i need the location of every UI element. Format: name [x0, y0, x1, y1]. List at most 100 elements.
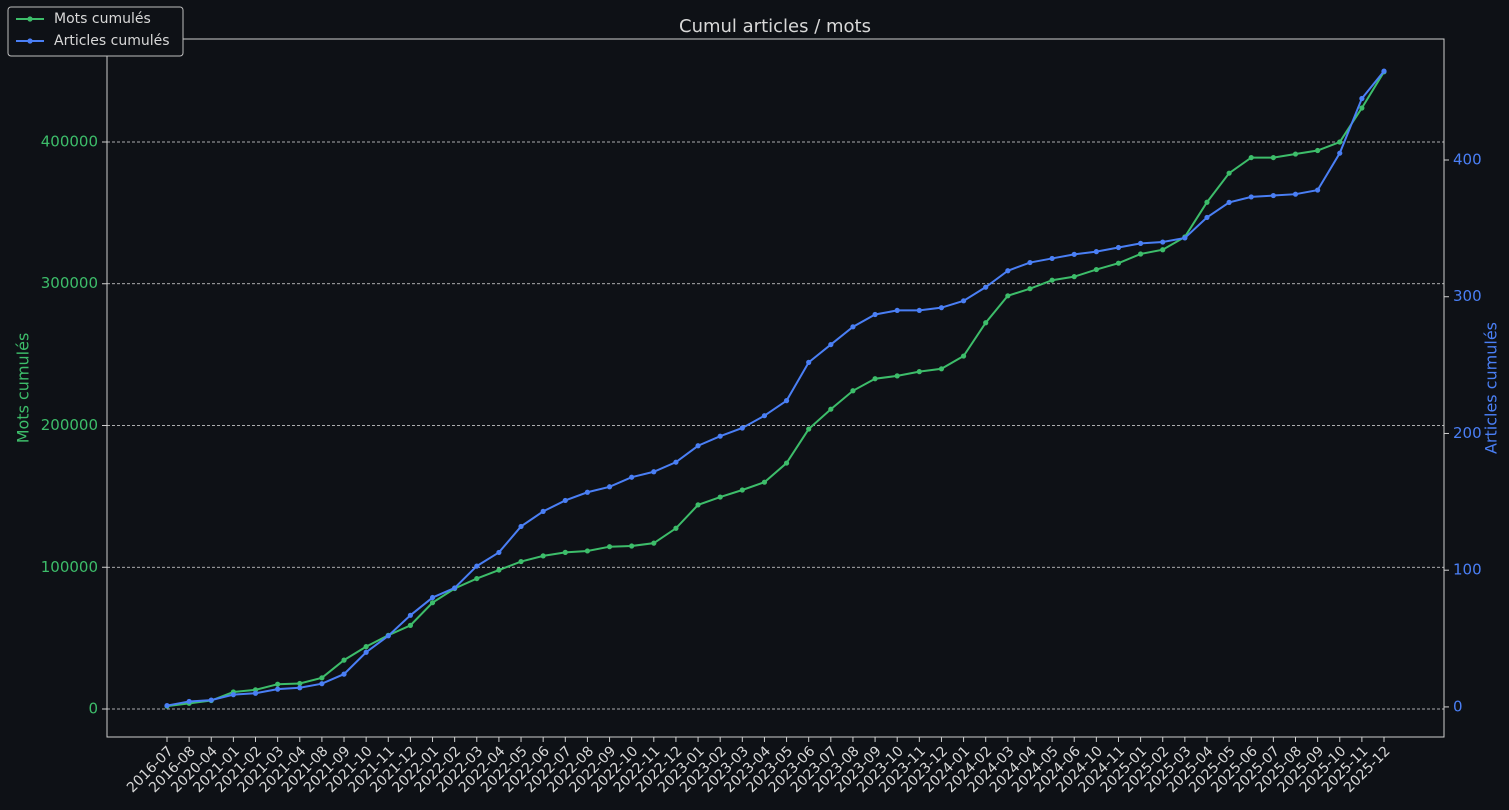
point [407, 622, 413, 628]
point [1071, 251, 1077, 257]
point [872, 376, 878, 382]
point [960, 353, 967, 359]
point [518, 558, 524, 565]
point [1005, 268, 1011, 274]
point [1049, 277, 1055, 283]
point [938, 305, 945, 311]
point [629, 543, 635, 549]
point [1204, 214, 1210, 221]
point [208, 697, 214, 703]
point [562, 497, 568, 504]
point [341, 671, 347, 677]
y-tick-label: 300000 [41, 274, 98, 292]
y2-tick-label: 200 [1453, 424, 1482, 442]
point [1027, 286, 1033, 292]
point [983, 284, 989, 290]
legend-marker [27, 38, 33, 44]
point [761, 479, 768, 485]
legend-marker [27, 16, 33, 22]
point [562, 549, 568, 555]
legend-box [7, 6, 184, 57]
point [1160, 247, 1166, 253]
point [1337, 139, 1343, 145]
point [872, 311, 878, 318]
point [606, 484, 613, 490]
y-tick-label: 0 [88, 700, 98, 718]
point [717, 433, 723, 439]
point [230, 692, 236, 698]
legend-label: Mots cumulés [54, 11, 151, 27]
series-line [166, 70, 1385, 707]
point [1315, 187, 1321, 193]
point [363, 649, 369, 655]
chart-title: Cumul articles / mots [679, 16, 871, 37]
y2-axis-label: Articles cumulés [1482, 322, 1501, 454]
point [739, 425, 745, 431]
point [783, 460, 790, 466]
point [252, 690, 259, 696]
point [584, 548, 591, 554]
point [407, 612, 413, 618]
point [916, 307, 922, 314]
legend-label: Articles cumulés [54, 33, 170, 49]
point [474, 575, 480, 582]
point [828, 341, 834, 348]
point [673, 525, 679, 531]
y-tick-label: 200000 [41, 416, 98, 434]
point [850, 388, 856, 394]
point [1071, 274, 1077, 280]
plot-frame [106, 38, 1445, 738]
point [894, 373, 900, 379]
point [850, 324, 856, 330]
y-tick-label: 100000 [41, 558, 98, 576]
point [1315, 147, 1321, 154]
point [186, 698, 192, 705]
point [297, 680, 303, 687]
point [717, 494, 723, 500]
y2-tick-label: 400 [1453, 151, 1482, 169]
point [1005, 293, 1011, 299]
point [960, 298, 967, 304]
point [1027, 259, 1033, 266]
point [1204, 199, 1210, 205]
point [651, 540, 657, 546]
point [673, 459, 679, 465]
point [1248, 154, 1254, 161]
point [1292, 151, 1299, 157]
series-line [166, 71, 1385, 708]
point [1270, 154, 1276, 161]
point [275, 681, 281, 687]
point [275, 686, 281, 692]
point [1359, 95, 1365, 102]
point [297, 685, 303, 691]
point [651, 469, 657, 475]
y-axis-label: Mots cumulés [14, 333, 33, 444]
point [385, 633, 391, 639]
point [1292, 191, 1299, 197]
y-tick-label: 400000 [41, 132, 98, 150]
point [540, 553, 546, 559]
point [1093, 266, 1099, 273]
point [1115, 260, 1122, 266]
point [1381, 68, 1387, 74]
point [739, 487, 745, 493]
point [164, 702, 170, 709]
point [341, 657, 347, 663]
y2-tick-label: 100 [1453, 561, 1482, 579]
point [518, 523, 524, 530]
point [695, 502, 701, 508]
point [1138, 240, 1144, 247]
point [938, 366, 945, 372]
point [783, 398, 790, 404]
point [474, 563, 480, 569]
point [496, 549, 502, 556]
point [828, 406, 834, 412]
point [1359, 105, 1365, 111]
point [1337, 150, 1343, 156]
point [319, 681, 325, 687]
point [319, 675, 325, 681]
point [629, 474, 635, 480]
point [540, 508, 546, 514]
point [806, 426, 812, 432]
